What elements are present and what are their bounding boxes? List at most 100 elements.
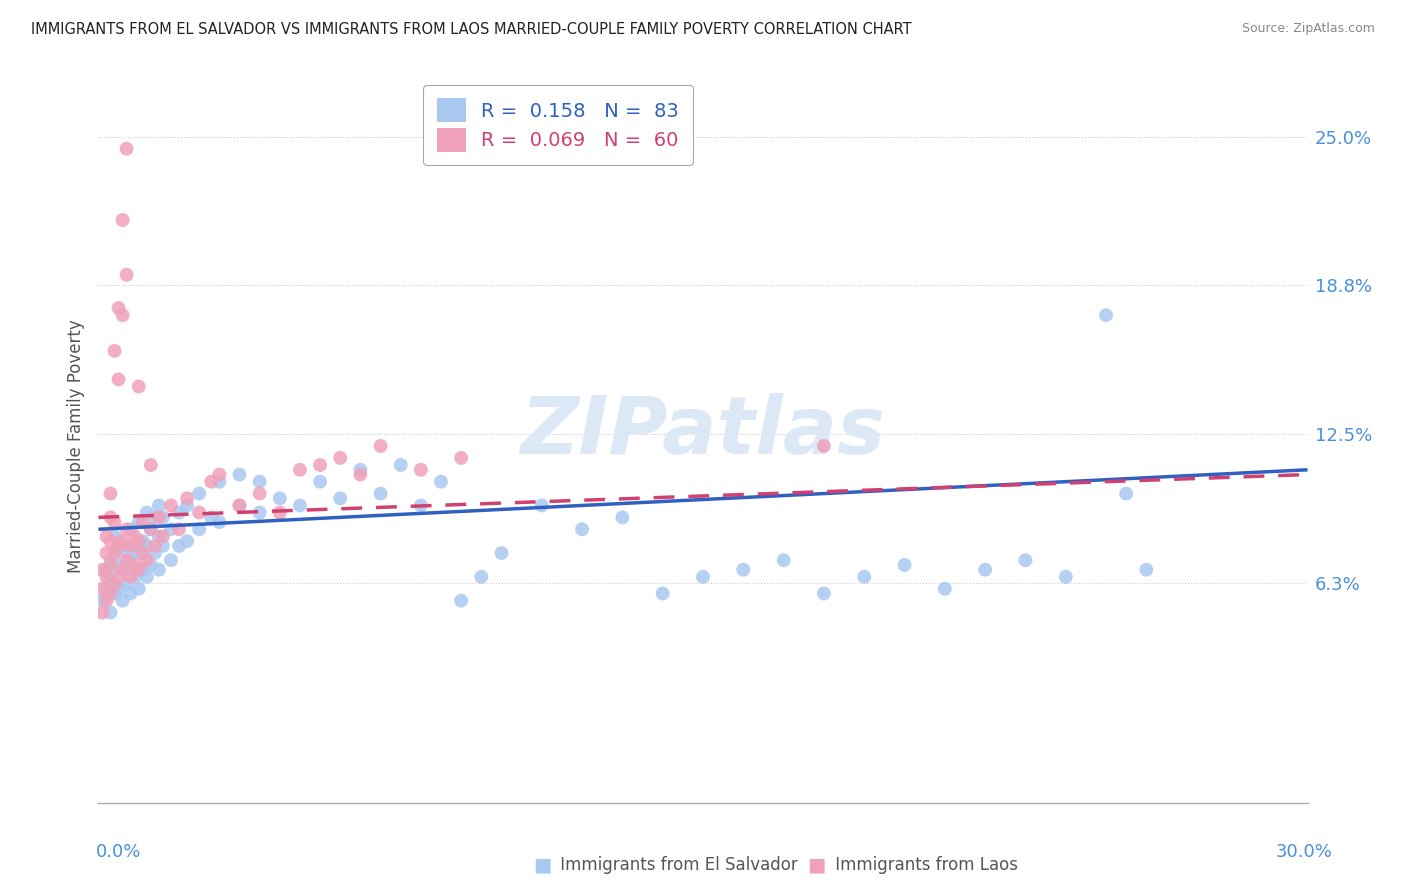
Point	[148, 510, 170, 524]
Point	[91, 563, 114, 577]
Point	[96, 582, 118, 596]
Point	[450, 450, 472, 465]
Point	[249, 475, 271, 489]
Point	[120, 522, 142, 536]
Point	[143, 510, 166, 524]
Point	[91, 582, 114, 596]
Point	[160, 553, 183, 567]
Point	[128, 515, 150, 529]
Point	[124, 539, 146, 553]
Point	[329, 450, 352, 465]
Point	[100, 553, 122, 567]
Point	[309, 458, 332, 472]
Point	[132, 546, 155, 560]
Point	[228, 499, 250, 513]
Point	[103, 586, 125, 600]
Point	[135, 506, 157, 520]
Y-axis label: Married-Couple Family Poverty: Married-Couple Family Poverty	[66, 319, 84, 573]
Point	[139, 522, 162, 536]
Point	[470, 570, 492, 584]
Point	[132, 534, 155, 549]
Point	[974, 563, 997, 577]
Point	[249, 486, 271, 500]
Point	[143, 539, 166, 553]
Point	[124, 529, 146, 543]
Point	[107, 301, 129, 315]
Point	[132, 563, 155, 577]
Point	[100, 570, 122, 584]
Point	[208, 515, 231, 529]
Point	[1014, 553, 1036, 567]
Point	[152, 529, 174, 543]
Point	[103, 546, 125, 560]
Point	[96, 570, 118, 584]
Point	[329, 491, 352, 506]
Point	[91, 593, 114, 607]
Point	[107, 539, 129, 553]
Point	[103, 577, 125, 591]
Point	[115, 268, 138, 282]
Point	[135, 553, 157, 567]
Point	[200, 510, 222, 524]
Point	[813, 586, 835, 600]
Point	[107, 558, 129, 572]
Point	[111, 534, 134, 549]
Point	[120, 539, 142, 553]
Point	[100, 558, 122, 572]
Point	[208, 475, 231, 489]
Point	[100, 606, 122, 620]
Point	[1115, 486, 1137, 500]
Point	[167, 539, 190, 553]
Point	[96, 529, 118, 543]
Point	[733, 563, 755, 577]
Point	[160, 522, 183, 536]
Point	[934, 582, 956, 596]
Point	[96, 593, 118, 607]
Point	[100, 534, 122, 549]
Point	[167, 522, 190, 536]
Point	[208, 467, 231, 482]
Point	[135, 570, 157, 584]
Point	[128, 534, 150, 549]
Point	[167, 506, 190, 520]
Point	[111, 593, 134, 607]
Point	[115, 142, 138, 156]
Point	[176, 499, 198, 513]
Text: Source: ZipAtlas.com: Source: ZipAtlas.com	[1241, 22, 1375, 36]
Point	[370, 486, 392, 500]
Point	[491, 546, 513, 560]
Point	[135, 539, 157, 553]
Point	[692, 570, 714, 584]
Point	[120, 570, 142, 584]
Point	[100, 586, 122, 600]
Point	[91, 606, 114, 620]
Point	[269, 491, 291, 506]
Text: 30.0%: 30.0%	[1277, 843, 1333, 861]
Point	[107, 570, 129, 584]
Point	[228, 467, 250, 482]
Point	[103, 343, 125, 358]
Point	[530, 499, 553, 513]
Point	[370, 439, 392, 453]
Point	[100, 486, 122, 500]
Point	[349, 463, 371, 477]
Point	[103, 515, 125, 529]
Point	[120, 553, 142, 567]
Point	[100, 510, 122, 524]
Point	[200, 475, 222, 489]
Point	[188, 486, 211, 500]
Point	[772, 553, 794, 567]
Text: 0.0%: 0.0%	[96, 843, 141, 861]
Point	[152, 539, 174, 553]
Point	[103, 546, 125, 560]
Point	[409, 499, 432, 513]
Point	[389, 458, 412, 472]
Text: ■: ■	[533, 855, 551, 875]
Point	[139, 558, 162, 572]
Point	[249, 506, 271, 520]
Point	[176, 534, 198, 549]
Point	[1054, 570, 1077, 584]
Point	[176, 491, 198, 506]
Point	[188, 506, 211, 520]
Text: ■: ■	[807, 855, 825, 875]
